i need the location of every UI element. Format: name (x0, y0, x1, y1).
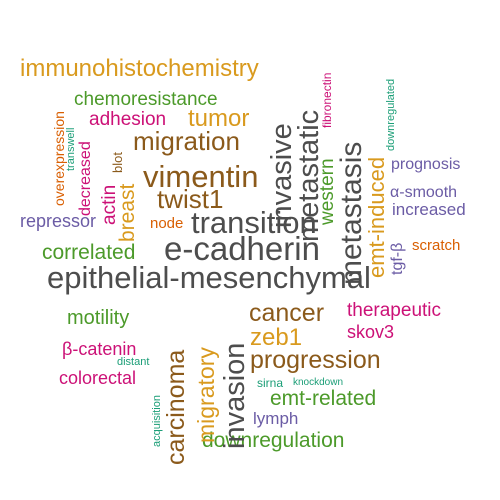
word-sirna: sirna (257, 376, 284, 390)
word-beta-catenin: β-catenin (62, 339, 137, 359)
word-lymph: lymph (253, 409, 299, 428)
word-progression: progression (250, 346, 381, 374)
word-fibronectin: fibronectin (320, 72, 334, 128)
word-scratch: scratch (412, 237, 461, 254)
word-downregulation: downregulation (202, 429, 345, 452)
word-cancer: cancer (249, 299, 325, 327)
word-distant: distant (117, 356, 150, 368)
word-emt-induced: emt-induced (364, 156, 389, 278)
word-knockdown: knockdown (293, 377, 344, 388)
word-chemoresistance: chemoresistance (74, 89, 218, 110)
word-repressor: repressor (20, 211, 97, 231)
word-decreased: decreased (77, 141, 94, 216)
word-adhesion: adhesion (89, 109, 167, 130)
word-breast: breast (116, 183, 139, 242)
word-epithelial-mesenchymal: epithelial-mesenchymal (47, 260, 371, 295)
word-emt-related: emt-related (270, 387, 377, 410)
word-transition: transition (191, 205, 317, 240)
word-tumor: tumor (188, 105, 250, 132)
word-overexpression: overexpression (51, 111, 67, 206)
word-colorectal: colorectal (59, 368, 137, 388)
word-carcinoma: carcinoma (162, 349, 190, 465)
word-acquisition: acquisition (151, 395, 163, 447)
word-downregulated: downregulated (385, 78, 397, 151)
word-immunohistochemistry: immunohistochemistry (20, 55, 259, 82)
word-therapeutic: therapeutic (347, 300, 442, 321)
word-prognosis: prognosis (391, 156, 461, 173)
word-migratory: migratory (193, 347, 219, 443)
word-increased: increased (392, 200, 466, 219)
word-transwell: transwell (65, 127, 77, 171)
word-motility: motility (67, 307, 130, 329)
word-node: node (150, 215, 184, 232)
word-migration: migration (133, 126, 240, 156)
word-metastasis: metastasis (335, 141, 368, 285)
word-alpha-smooth: α-smooth (390, 184, 458, 201)
word-skov3: skov3 (347, 322, 395, 342)
word-vimentin: vimentin (143, 159, 259, 194)
word-invasion: invasion (219, 342, 251, 449)
word-zeb1: zeb1 (250, 324, 303, 351)
word-correlated: correlated (42, 241, 136, 264)
word-blot: blot (110, 152, 125, 173)
word-tgf-beta: tgf-β (389, 242, 406, 275)
word-e-cadherin: e-cadherin (164, 230, 320, 267)
word-twist1: twist1 (157, 184, 224, 214)
